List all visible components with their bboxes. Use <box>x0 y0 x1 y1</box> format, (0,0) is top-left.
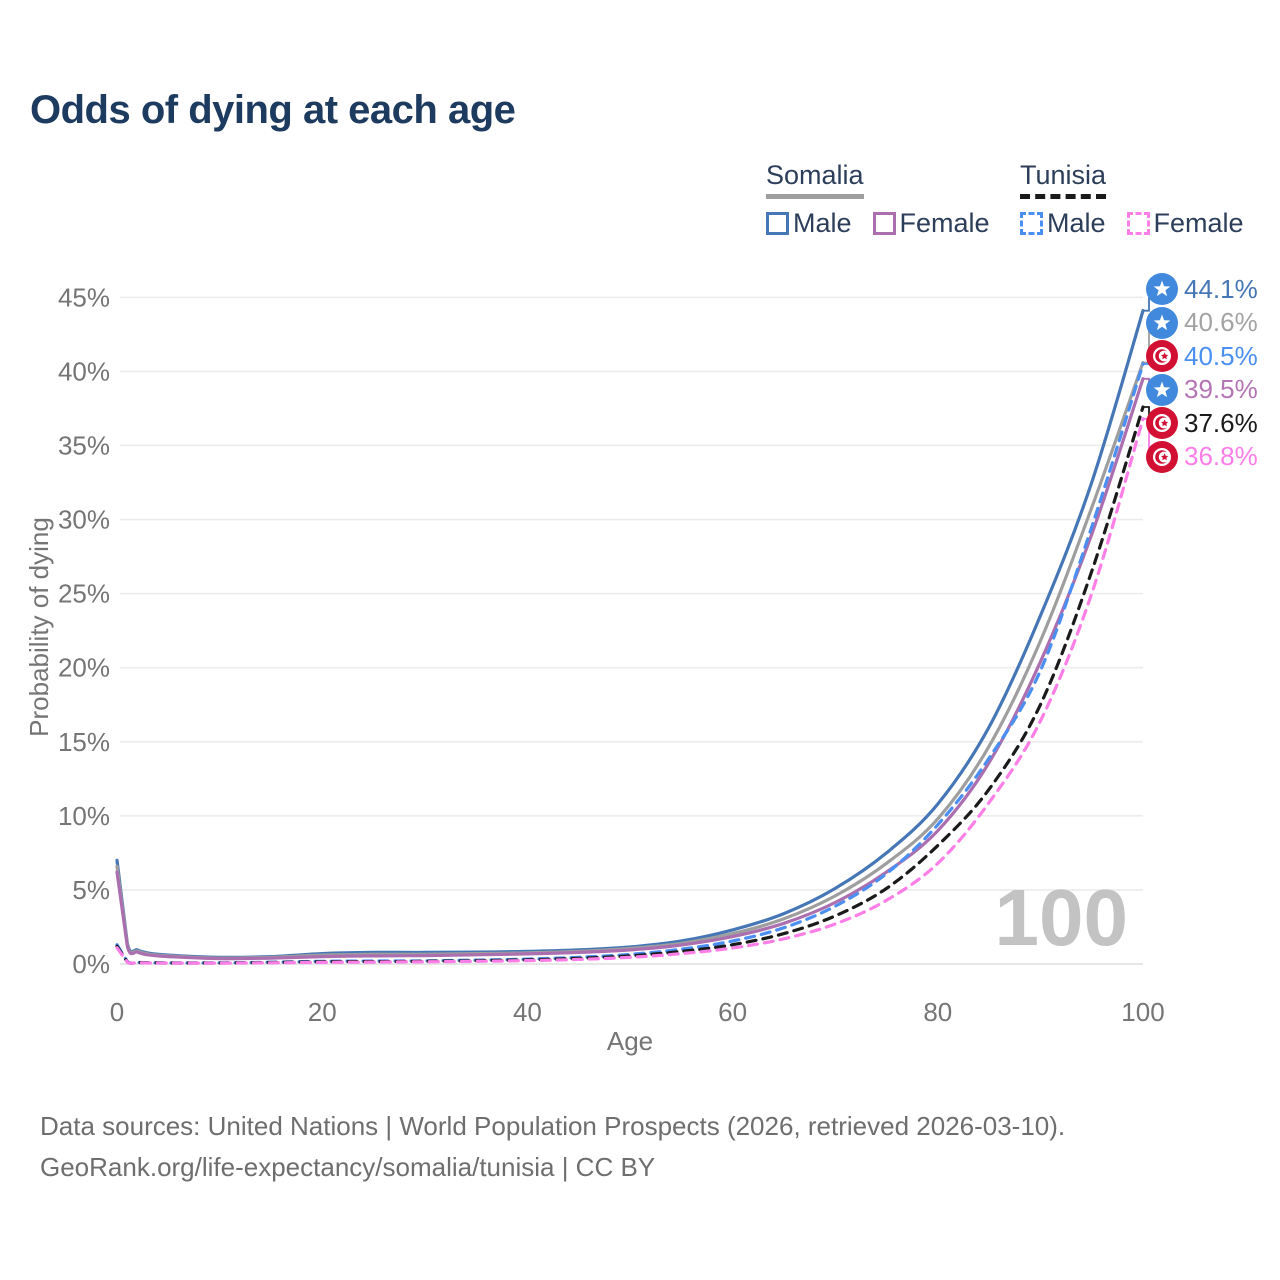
series-line-somalia-male[interactable] <box>115 309 1145 960</box>
y-tick-label: 5% <box>72 875 110 905</box>
tunisia-flag-icon <box>1146 340 1178 372</box>
y-tick-label: 25% <box>58 579 110 609</box>
tunisia-flag-icon <box>1146 440 1178 473</box>
end-label-row-5: 36.8% <box>1146 440 1258 473</box>
end-label-row-3: 39.5% <box>1146 373 1258 406</box>
x-axis-title: Age <box>607 1026 653 1056</box>
series-line-tunisia-male[interactable] <box>115 362 1145 965</box>
legend-group-somalia: Somalia Male Female <box>766 160 990 239</box>
end-label-row-1: 40.6% <box>1146 306 1258 339</box>
footer-data-sources: Data sources: United Nations | World Pop… <box>40 1111 1066 1141</box>
footer: Data sources: United Nations | World Pop… <box>40 1106 1065 1188</box>
somalia-flag-icon <box>1146 373 1178 406</box>
legend-header-tunisia: Tunisia <box>1020 160 1107 199</box>
legend-item-tunisia-female[interactable]: Female <box>1126 208 1244 239</box>
tunisia-flag-icon <box>1146 407 1178 439</box>
legend-swatch-tunisia-female <box>1126 212 1150 235</box>
x-tick-label: 40 <box>513 997 542 1027</box>
end-label-row-0: 44.1% <box>1146 273 1258 305</box>
y-tick-label: 10% <box>58 801 110 831</box>
somalia-flag-icon <box>1146 273 1178 305</box>
legend-item-somalia-female[interactable]: Female <box>872 208 990 239</box>
x-tick-label: 0 <box>110 997 124 1027</box>
x-tick-label: 80 <box>923 997 952 1027</box>
end-label-row-2: 40.5% <box>1146 340 1258 372</box>
legend-items-somalia: Male Female <box>766 208 990 239</box>
end-label-value: 39.5% <box>1184 374 1258 404</box>
x-tick-label: 60 <box>718 997 747 1027</box>
y-tick-label: 35% <box>58 430 110 460</box>
x-tick-label: 20 <box>308 997 337 1027</box>
end-label-value: 40.6% <box>1184 307 1258 337</box>
y-tick-label: 15% <box>58 727 110 757</box>
legend-swatch-somalia-female <box>872 212 896 235</box>
y-tick-label: 20% <box>58 653 110 683</box>
somalia-flag-icon <box>1146 306 1178 339</box>
end-label-value: 44.1% <box>1184 273 1258 304</box>
y-tick-label: 45% <box>58 282 110 312</box>
x-tick-label: 100 <box>1121 997 1164 1027</box>
series-line-somalia[interactable] <box>115 360 1145 960</box>
y-tick-label: 30% <box>58 505 110 535</box>
series-line-somalia-female[interactable] <box>115 377 1145 961</box>
end-label-row-4: 37.6% <box>1146 407 1258 439</box>
page-title: Odds of dying at each age <box>30 88 516 132</box>
legend-swatch-tunisia-male <box>1020 212 1043 235</box>
age-watermark: 100 <box>994 873 1128 962</box>
y-axis-title: Probability of dying <box>24 517 54 737</box>
legend-group-tunisia: Tunisia Male Female <box>1020 160 1244 239</box>
legend-item-label: Male <box>1047 208 1106 238</box>
y-tick-label: 40% <box>58 356 110 386</box>
legend-item-label: Male <box>793 208 852 238</box>
series-line-tunisia-female[interactable] <box>115 417 1145 965</box>
end-label-value: 36.8% <box>1184 441 1258 471</box>
legend-item-label: Female <box>1153 208 1244 238</box>
footer-attribution: GeoRank.org/life-expectancy/somalia/tuni… <box>40 1152 656 1182</box>
series-line-tunisia[interactable] <box>115 405 1145 965</box>
legend-swatch-somalia-male <box>766 212 789 235</box>
legend-item-tunisia-male[interactable]: Male <box>1020 208 1106 239</box>
legend-item-label: Female <box>899 208 990 238</box>
legend-item-somalia-male[interactable]: Male <box>766 208 852 239</box>
end-label-value: 40.5% <box>1184 340 1258 371</box>
legend-header-somalia: Somalia <box>766 160 864 199</box>
end-label-value: 37.6% <box>1184 407 1258 438</box>
y-tick-label: 0% <box>72 949 110 979</box>
legend-items-tunisia: Male Female <box>1020 208 1244 239</box>
